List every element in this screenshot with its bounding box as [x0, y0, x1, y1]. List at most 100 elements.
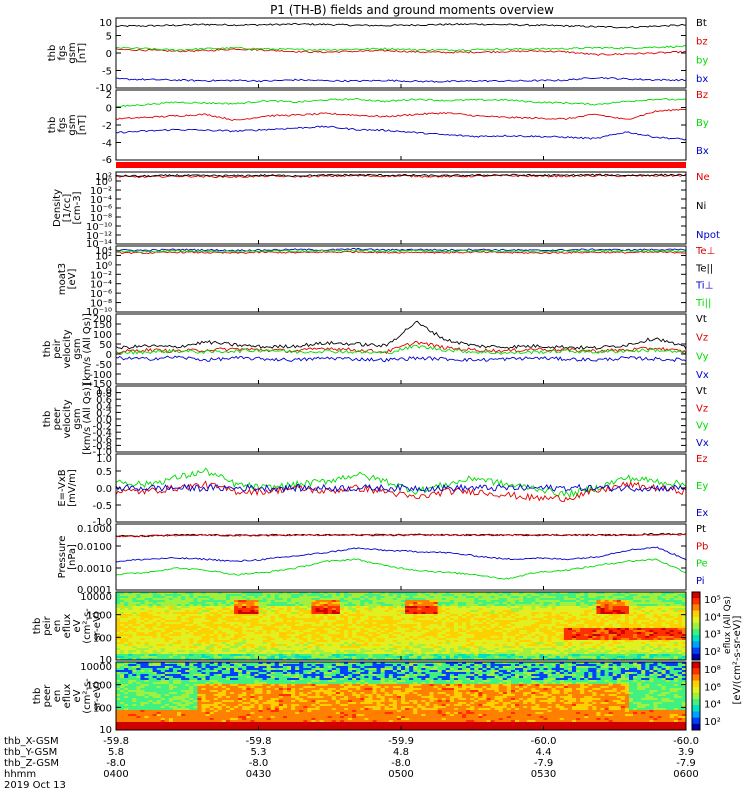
spectrogram-cell: [124, 642, 129, 645]
spectrogram-cell: [120, 638, 125, 641]
spectrogram-cell: [335, 598, 341, 601]
spectrogram-cell: [563, 626, 569, 629]
spectrogram-cell: [360, 644, 365, 647]
spectrogram-cell: [641, 654, 646, 657]
spectrogram-cell: [270, 608, 276, 611]
spectrogram-cell: [425, 610, 430, 613]
spectrogram-cell: [510, 602, 516, 605]
spectrogram-cell: [645, 592, 650, 595]
spectrogram-cell: [380, 634, 386, 637]
spectrogram-cell: [352, 654, 357, 657]
spectrogram-cell: [278, 658, 284, 661]
spectrogram-cell: [368, 636, 373, 639]
spectrogram-cell: [637, 642, 642, 645]
spectrogram-cell: [661, 650, 667, 653]
spectrogram-cell: [128, 622, 133, 625]
spectrogram-cell: [225, 638, 231, 641]
spectrogram-cell: [201, 658, 206, 661]
spectrogram-cell: [282, 600, 288, 603]
spectrogram-cell: [657, 600, 662, 603]
spectrogram-cell: [116, 648, 121, 651]
spectrogram-cell: [221, 624, 227, 627]
spectrogram-cell: [266, 608, 272, 611]
spectrogram-cell: [551, 654, 557, 657]
spectrogram-cell: [335, 620, 341, 623]
spectrogram-cell: [478, 618, 483, 621]
spectrogram-cell: [462, 640, 467, 643]
spectrogram-cell: [234, 626, 239, 629]
spectrogram-cell: [433, 624, 439, 627]
spectrogram-cell: [608, 610, 614, 613]
spectrogram-cell: [238, 608, 243, 611]
spectrogram-cell: [372, 632, 377, 635]
spectrogram-cell: [380, 600, 386, 603]
spectrogram-cell: [331, 622, 337, 625]
spectrogram-cell: [287, 636, 292, 639]
spectrogram-cell: [360, 648, 365, 651]
spectrogram-cell: [633, 658, 638, 661]
spectrogram-cell: [144, 614, 149, 617]
spectrogram-cell: [274, 624, 280, 627]
spectrogram-cell: [164, 652, 170, 655]
spectrogram-cell: [433, 616, 439, 619]
spectrogram-cell: [535, 592, 540, 595]
spectrogram-cell: [641, 610, 646, 613]
spectrogram-cell: [116, 652, 121, 655]
spectrogram-cell: [344, 618, 349, 621]
spectrogram-cell: [612, 640, 618, 643]
spectrogram-cell: [299, 614, 304, 617]
spectrogram-cell: [641, 626, 646, 629]
spectrogram-cell: [535, 602, 540, 605]
spectrogram-cell: [189, 634, 194, 637]
spectrogram-cell: [437, 648, 443, 651]
spectrogram-cell: [453, 658, 459, 661]
spectrogram-cell: [624, 644, 630, 647]
spectrogram-cell: [282, 626, 288, 629]
spectrogram-cell: [319, 614, 325, 617]
spectrogram-cell: [376, 628, 382, 631]
spectrogram-cell: [132, 612, 137, 615]
spectrogram-cell: [120, 640, 125, 643]
spectrogram-cell: [665, 644, 671, 647]
y-tick-label: 0.2: [96, 408, 112, 419]
spectrogram-cell: [653, 594, 658, 597]
spectrogram-cell: [372, 648, 377, 651]
spectrogram-cell: [225, 634, 231, 637]
spectrogram-cell: [421, 598, 426, 601]
legend-Ez: Ez: [696, 454, 708, 465]
spectrogram-cell: [331, 620, 337, 623]
spectrogram-cell: [405, 620, 410, 623]
spectrogram-cell: [421, 630, 426, 633]
spectrogram-cell: [661, 636, 667, 639]
spectrogram-cell: [352, 602, 357, 605]
spectrogram-cell: [596, 638, 601, 641]
spectrogram-cell: [547, 626, 553, 629]
spectrogram-cell: [392, 642, 398, 645]
spectrogram-cell: [307, 632, 312, 635]
spectrogram-cell: [401, 612, 406, 615]
spectrogram-cell: [282, 642, 288, 645]
spectrogram-cell: [563, 630, 569, 633]
spectrogram-cell: [287, 644, 292, 647]
spectrogram-cell: [519, 630, 524, 633]
spectrogram-cell: [519, 650, 524, 653]
spectrogram-cell: [258, 636, 263, 639]
spectrogram-cell: [213, 642, 219, 645]
spectrogram-cell: [600, 656, 605, 659]
spectrogram-cell: [274, 634, 280, 637]
spectrogram-cell: [596, 628, 601, 631]
spectrogram-cell: [177, 622, 182, 625]
spectrogram-cell: [197, 658, 202, 661]
spectrogram-cell: [189, 596, 194, 599]
y-tick-label: 0: [106, 350, 112, 361]
spectrogram-cell: [189, 636, 194, 639]
spectrogram-cell: [673, 620, 679, 623]
spectrogram-cell: [498, 632, 504, 635]
spectrogram-cell: [311, 646, 316, 649]
spectrogram-cell: [677, 626, 683, 629]
spectrogram-cell: [551, 640, 557, 643]
spectrogram-cell: [327, 634, 333, 637]
spectrogram-cell: [486, 636, 491, 639]
spectrogram-cell: [576, 596, 581, 599]
spectrogram-cell: [653, 598, 658, 601]
